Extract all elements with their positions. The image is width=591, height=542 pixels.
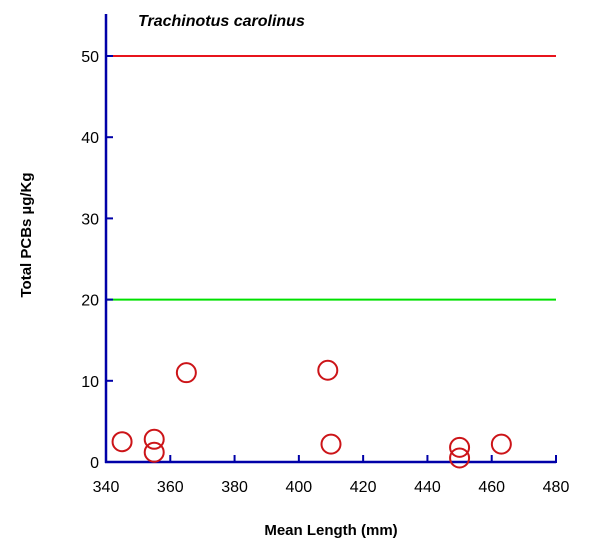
data-point-7	[449, 436, 471, 458]
data-point-5	[317, 359, 339, 381]
data-point-2	[143, 428, 165, 450]
data-point-3	[143, 441, 165, 463]
x-tick-label-460: 460	[478, 479, 505, 496]
x-tick-label-380: 380	[221, 479, 248, 496]
y-tick-label-0: 0	[90, 455, 99, 472]
y-ticks: 0 10 20 30 40 50	[81, 49, 113, 472]
x-ticks: 340 360 380 400 420 440 460 480	[93, 455, 570, 496]
data-point-8	[449, 447, 471, 469]
axes	[104, 14, 556, 464]
data-point-4	[175, 362, 197, 384]
y-axis-title: Total PCBs µg/Kg	[18, 172, 35, 297]
x-tick-label-420: 420	[350, 479, 377, 496]
data-point-9	[490, 433, 512, 455]
data-point-6	[320, 433, 342, 455]
data-points	[111, 359, 512, 469]
x-tick-label-440: 440	[414, 479, 441, 496]
chart-title: Trachinotus carolinus	[138, 13, 305, 30]
y-tick-label-30: 30	[81, 211, 99, 228]
y-tick-label-20: 20	[81, 293, 99, 310]
x-tick-label-400: 400	[286, 479, 313, 496]
y-tick-label-40: 40	[81, 130, 99, 147]
x-tick-label-480: 480	[543, 479, 570, 496]
reference-lines	[106, 55, 556, 301]
x-tick-label-360: 360	[157, 479, 184, 496]
y-tick-label-10: 10	[81, 374, 99, 391]
data-point-1	[111, 431, 133, 453]
x-tick-label-340: 340	[93, 479, 120, 496]
y-tick-label-50: 50	[81, 49, 99, 66]
x-axis-title: Mean Length (mm)	[264, 522, 397, 539]
